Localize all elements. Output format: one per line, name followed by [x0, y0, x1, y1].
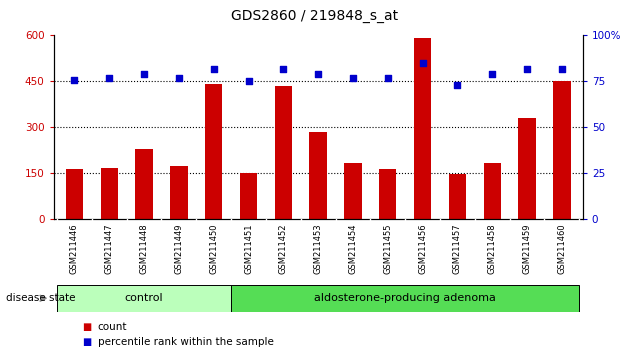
Point	[243, 79, 253, 84]
Bar	[414, 39, 432, 219]
Bar	[484, 163, 501, 219]
Text: GSM211458: GSM211458	[488, 224, 496, 274]
Text: count: count	[98, 322, 127, 332]
Bar	[449, 174, 466, 219]
Text: GSM211457: GSM211457	[453, 224, 462, 274]
Text: GSM211454: GSM211454	[348, 224, 357, 274]
Point	[487, 71, 497, 77]
Point	[69, 77, 79, 82]
Point	[278, 66, 289, 72]
Point	[139, 71, 149, 77]
Bar	[275, 86, 292, 219]
Point	[383, 75, 393, 81]
Point	[209, 66, 219, 72]
Point	[174, 75, 184, 81]
Point	[522, 66, 532, 72]
Text: ■: ■	[82, 322, 91, 332]
Bar	[205, 85, 222, 219]
Bar	[309, 132, 327, 219]
Text: percentile rank within the sample: percentile rank within the sample	[98, 337, 273, 347]
Point	[104, 75, 114, 81]
Bar	[240, 173, 257, 219]
Bar	[231, 285, 579, 312]
Point	[348, 75, 358, 81]
Bar	[170, 166, 188, 219]
Text: aldosterone-producing adenoma: aldosterone-producing adenoma	[314, 293, 496, 303]
Text: GDS2860 / 219848_s_at: GDS2860 / 219848_s_at	[231, 9, 399, 23]
Text: GSM211455: GSM211455	[383, 224, 392, 274]
Bar	[344, 163, 362, 219]
Bar	[66, 169, 83, 219]
Text: GSM211451: GSM211451	[244, 224, 253, 274]
Bar	[57, 285, 231, 312]
Text: GSM211459: GSM211459	[522, 224, 532, 274]
Point	[313, 71, 323, 77]
Text: GSM211447: GSM211447	[105, 224, 114, 274]
Text: GSM211452: GSM211452	[279, 224, 288, 274]
Text: GSM211453: GSM211453	[314, 224, 323, 274]
Bar	[553, 81, 571, 219]
Text: GSM211449: GSM211449	[175, 224, 183, 274]
Bar	[135, 149, 153, 219]
Text: GSM211456: GSM211456	[418, 224, 427, 274]
Point	[557, 66, 567, 72]
Text: GSM211460: GSM211460	[558, 224, 566, 274]
Point	[418, 60, 428, 66]
Bar	[101, 168, 118, 219]
Bar	[518, 118, 536, 219]
Text: GSM211446: GSM211446	[70, 224, 79, 274]
Text: control: control	[125, 293, 163, 303]
Bar	[379, 169, 396, 219]
Text: disease state: disease state	[6, 293, 76, 303]
Text: GSM211448: GSM211448	[140, 224, 149, 274]
Point	[452, 82, 462, 88]
Text: ■: ■	[82, 337, 91, 347]
Text: GSM211450: GSM211450	[209, 224, 218, 274]
